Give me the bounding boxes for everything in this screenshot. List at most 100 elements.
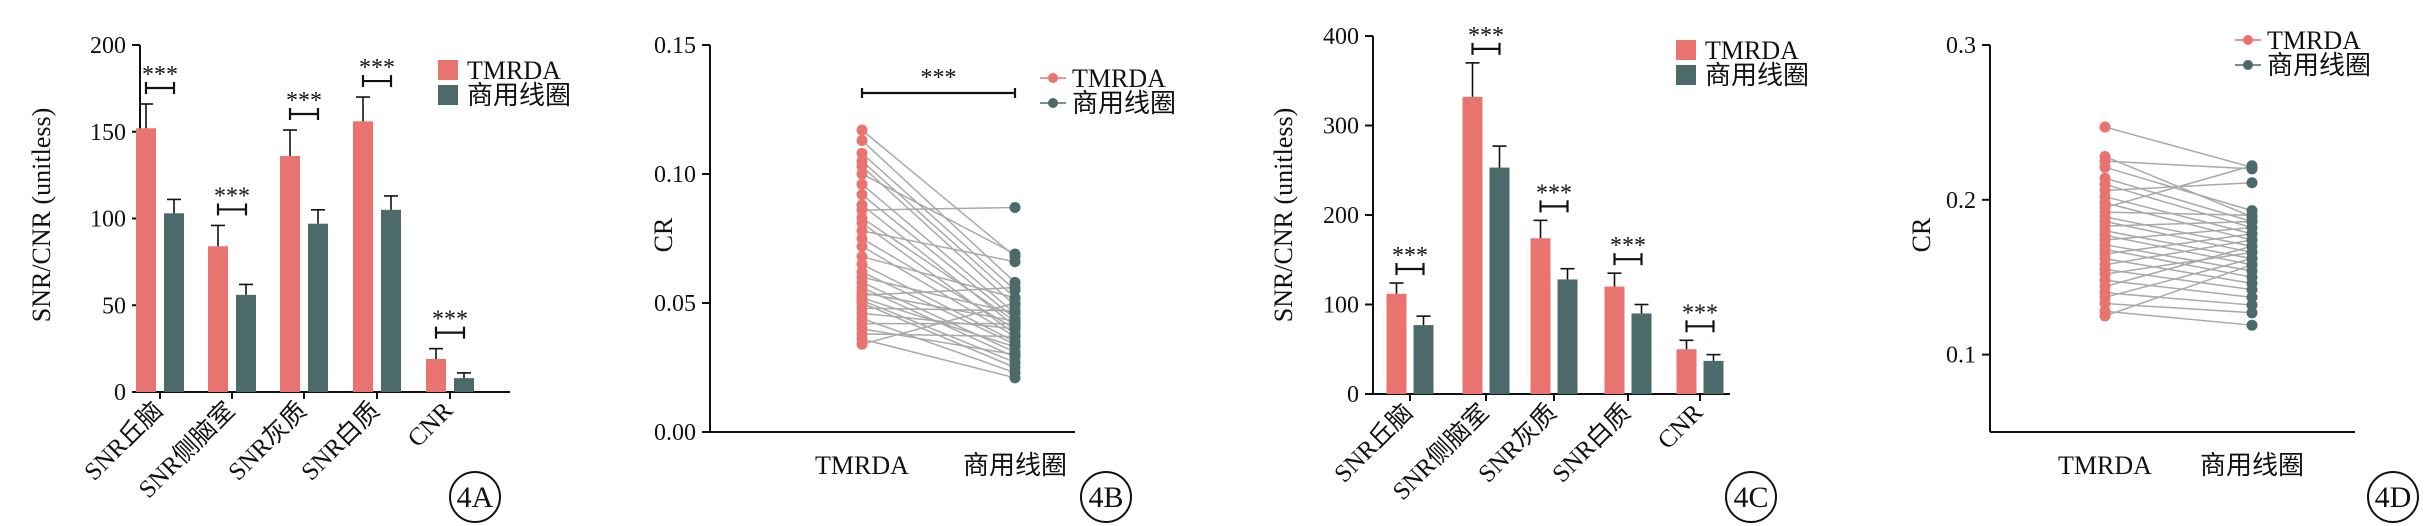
paired-line (2104, 310, 2253, 326)
paired-line (861, 173, 1016, 255)
paired-line (2104, 251, 2253, 275)
commercial-point (2246, 291, 2258, 303)
significance-label: *** (432, 307, 468, 333)
y-tick-label: 0 (1347, 382, 1359, 408)
y-tick-label: 200 (1323, 203, 1359, 229)
y-tick-label: 0.2 (1946, 188, 1976, 214)
paired-line (861, 299, 1016, 364)
legend-swatch (1676, 40, 1696, 60)
y-tick-label: 0.05 (654, 291, 696, 317)
panel-label-circle (1725, 471, 1777, 523)
bar (1530, 238, 1551, 394)
commercial-point (1009, 318, 1021, 330)
bar (1557, 279, 1578, 394)
tmrda-point (856, 204, 868, 216)
x-tick-label: TMRDA (2058, 451, 2152, 480)
commercial-point (2246, 160, 2258, 172)
paired-line (2104, 291, 2253, 306)
panel-label: 4D (2375, 481, 2412, 514)
paired-line (2104, 257, 2253, 285)
significance-label: *** (286, 88, 322, 114)
tmrda-point (856, 217, 868, 229)
paired-line (861, 217, 1016, 322)
legend-label: TMRDA (467, 56, 561, 85)
paired-line (861, 204, 1016, 327)
commercial-point (1009, 305, 1021, 317)
bar (381, 209, 401, 392)
x-tick-label: SNR白质 (1547, 398, 1637, 488)
commercial-point (1009, 331, 1021, 343)
y-tick-label: 300 (1323, 114, 1359, 140)
commercial-point (1009, 349, 1021, 361)
significance-label: *** (142, 62, 178, 88)
panel-label: 4B (1088, 481, 1123, 514)
legend-swatch (438, 85, 458, 105)
tmrda-point (856, 147, 868, 159)
significance-label: *** (921, 65, 957, 91)
tmrda-point (856, 189, 868, 201)
bar (136, 128, 156, 392)
tmrda-point (856, 168, 868, 180)
tmrda-point (2099, 121, 2111, 133)
y-tick-label: 0.15 (654, 33, 696, 59)
paired-line (2104, 264, 2253, 317)
legend-label: TMRDA (1072, 64, 1166, 93)
y-axis-label: CR (1907, 217, 1936, 252)
x-tick-label: SNR灰质 (223, 396, 313, 486)
tmrda-point (856, 338, 868, 350)
commercial-point (2246, 319, 2258, 331)
y-tick-label: 100 (1323, 293, 1359, 319)
legend-marker (1048, 73, 1058, 83)
paired-line (861, 263, 1016, 343)
paired-line (861, 222, 1016, 335)
paired-line (2104, 239, 2253, 266)
paired-line (2104, 230, 2253, 260)
paired-line (861, 328, 1016, 356)
bar (1631, 313, 1652, 394)
paired-line (861, 129, 1016, 258)
paired-line (2104, 183, 2253, 229)
paired-line (861, 160, 1016, 299)
y-axis-label: SNR/CNR (unitless) (27, 108, 56, 323)
paired-line (861, 271, 1016, 345)
paired-line (2104, 195, 2253, 235)
significance-label: *** (1536, 180, 1572, 206)
panel-label: 4A (457, 481, 494, 514)
paired-line (861, 312, 1016, 330)
bar (1413, 325, 1434, 394)
commercial-point (1009, 202, 1021, 214)
paired-line (2104, 226, 2253, 241)
bar (1462, 96, 1483, 395)
paired-line (861, 317, 1016, 374)
legend-label: 商用线圈 (1072, 89, 1176, 118)
commercial-point (1009, 256, 1021, 268)
significance-label: *** (1468, 23, 1504, 49)
paired-line (2104, 279, 2253, 299)
legend-label: 商用线圈 (467, 81, 571, 110)
x-tick-label: CNR (1653, 399, 1709, 455)
paired-line (2104, 243, 2253, 272)
bar (1489, 167, 1510, 394)
paired-line (2104, 160, 2253, 170)
tmrda-point (2099, 310, 2111, 322)
tmrda-point (856, 233, 868, 244)
bar (164, 213, 184, 392)
commercial-point (2246, 240, 2258, 252)
legend-marker (2243, 35, 2253, 45)
paired-line (861, 165, 1016, 307)
legend-swatch (1676, 65, 1696, 85)
paired-line (861, 183, 1016, 314)
commercial-point (2246, 299, 2258, 311)
paired-line (861, 237, 1016, 330)
x-tick-label: SNR白质 (296, 396, 386, 486)
paired-line (2104, 220, 2253, 254)
paired-line (2104, 220, 2253, 227)
tmrda-point (2099, 161, 2111, 173)
paired-line (2104, 245, 2253, 288)
bar (1703, 360, 1724, 394)
x-tick-label: CNR (403, 397, 459, 453)
paired-line (861, 230, 1016, 263)
